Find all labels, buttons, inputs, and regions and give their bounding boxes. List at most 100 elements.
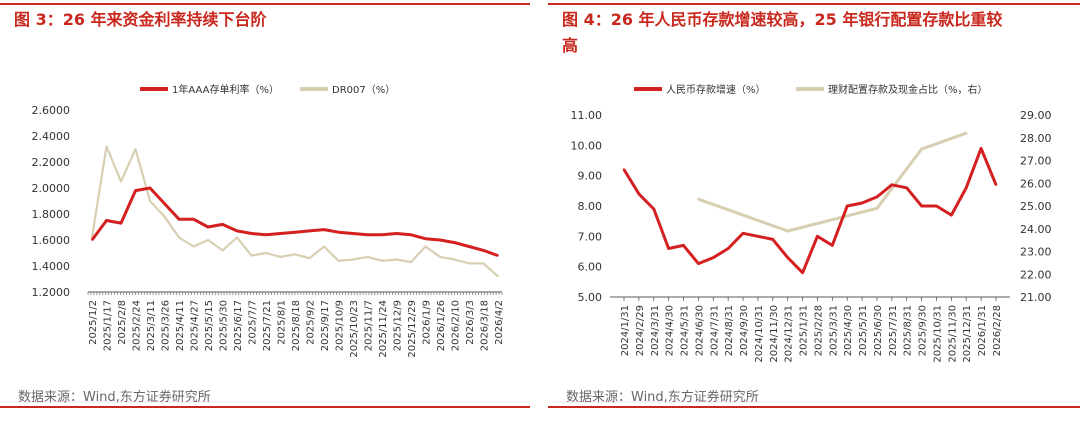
x-tick-label: 2024/3/31 <box>650 305 661 356</box>
data-point <box>682 244 685 247</box>
data-point <box>424 237 427 240</box>
data-point <box>366 256 369 258</box>
data-point <box>337 231 340 233</box>
data-point <box>120 222 122 224</box>
x-tick-label: 2025/10/31 <box>932 305 943 363</box>
data-point <box>712 256 715 259</box>
x-tick-label: 2025/7/21 <box>262 300 273 351</box>
data-point <box>786 256 789 259</box>
data-point <box>890 183 894 186</box>
x-tick-label: 2025/4/11 <box>175 300 186 351</box>
data-point <box>637 192 641 196</box>
y-right-tick-label: 28.00 <box>1020 132 1052 145</box>
data-point <box>352 258 354 261</box>
data-point <box>920 147 923 151</box>
series-line <box>90 145 499 278</box>
source-note: 数据来源：Wind,东方证券研究所 <box>18 390 211 405</box>
data-point <box>468 262 470 265</box>
x-tick-label: 2025/6/30 <box>873 305 884 356</box>
x-tick-label: 2025/8/1 <box>277 300 288 345</box>
data-point <box>395 258 398 261</box>
x-tick-label: 2024/6/30 <box>694 305 705 356</box>
series-line-left <box>622 146 998 275</box>
data-point <box>497 254 499 257</box>
x-tick-label: 2025/11/30 <box>947 305 958 363</box>
data-point <box>250 232 253 235</box>
x-tick-label: 2025/10/9 <box>335 300 346 351</box>
data-point <box>950 213 953 217</box>
y-tick-label: 1.6000 <box>32 234 71 247</box>
chart-panel-right: 图 4：26 年人民币存款增速较高，25 年银行配置存款比重较 高 人民币存款增… <box>548 0 1080 421</box>
data-point <box>979 147 983 150</box>
data-point <box>860 201 864 205</box>
data-point <box>726 247 730 250</box>
data-point <box>741 232 745 235</box>
data-point <box>875 207 879 210</box>
x-tick-label: 2026/1/31 <box>977 305 988 356</box>
y-right-tick-label: 29.00 <box>1020 109 1052 122</box>
data-point <box>395 232 398 235</box>
data-point <box>497 275 499 278</box>
data-point <box>410 234 412 236</box>
data-point <box>439 239 441 241</box>
data-point <box>163 215 166 218</box>
x-tick-label: 2025/3/31 <box>828 305 839 356</box>
data-point <box>207 226 209 228</box>
data-point <box>622 168 626 171</box>
data-point <box>105 219 108 222</box>
x-tick-label: 2025/5/30 <box>219 300 230 351</box>
data-point <box>352 232 354 235</box>
x-tick-label: 2025/5/15 <box>204 300 215 351</box>
data-point <box>192 218 195 220</box>
data-point <box>381 260 383 262</box>
y-right-tick-label: 25.00 <box>1020 200 1052 213</box>
legend-label: DR007（%） <box>332 84 395 96</box>
data-point <box>337 260 340 262</box>
y-right-tick-label: 24.00 <box>1020 223 1052 236</box>
data-point <box>697 262 700 265</box>
data-point <box>236 236 238 239</box>
data-point <box>236 230 238 232</box>
x-tick-label: 2025/12/9 <box>393 300 404 351</box>
y-tick-label: 2.4000 <box>32 130 71 143</box>
data-point <box>308 230 311 232</box>
x-tick-label: 2025/9/2 <box>306 300 317 345</box>
x-tick-label: 2025/7/7 <box>248 300 259 345</box>
data-point <box>265 234 267 236</box>
y-tick-label: 1.4000 <box>32 260 71 273</box>
data-point <box>105 145 108 148</box>
x-tick-label: 2025/2/28 <box>813 305 824 356</box>
y-tick-label: 2.0000 <box>32 182 71 195</box>
data-point <box>994 183 998 186</box>
data-point <box>134 148 137 150</box>
x-tick-label: 2025/9/17 <box>320 300 331 351</box>
data-point <box>965 186 968 189</box>
data-point <box>935 204 938 208</box>
x-tick-label: 2024/9/30 <box>739 305 750 356</box>
data-point <box>667 247 670 250</box>
x-tick-label: 2025/8/31 <box>903 305 914 356</box>
y-tick-label: 1.8000 <box>32 208 71 221</box>
y-tick-label: 2.6000 <box>32 104 71 117</box>
x-tick-label: 2024/11/30 <box>769 305 780 363</box>
data-point <box>323 245 325 248</box>
x-tick-label: 2025/4/27 <box>190 300 201 351</box>
legend-label: 人民币存款增速（%） <box>666 83 766 96</box>
x-tick-label: 2025/9/30 <box>918 305 929 356</box>
y-left-tick-label: 5.00 <box>578 291 603 304</box>
x-tick-label: 2025/12/29 <box>407 300 418 358</box>
data-point <box>250 254 253 257</box>
x-tick-label: 2026/2/10 <box>451 300 462 351</box>
x-tick-label: 2025/2/24 <box>132 300 143 351</box>
series-line <box>90 186 499 258</box>
data-point <box>410 261 412 263</box>
y-left-tick-label: 6.00 <box>578 261 603 274</box>
top-rule <box>548 3 1080 5</box>
data-point <box>265 252 267 254</box>
figure-title-line2: 高 <box>562 36 579 55</box>
y-left-tick-label: 8.00 <box>578 200 603 213</box>
x-tick-label: 2025/11/24 <box>378 300 389 358</box>
bottom-rule <box>548 406 1080 408</box>
data-point <box>846 204 849 208</box>
data-point <box>149 200 151 202</box>
